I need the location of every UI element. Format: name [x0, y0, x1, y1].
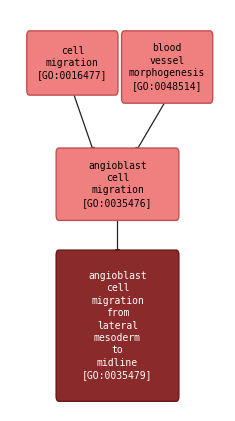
FancyBboxPatch shape — [56, 250, 179, 401]
FancyBboxPatch shape — [27, 31, 118, 95]
FancyBboxPatch shape — [56, 148, 179, 221]
Text: angioblast
cell
migration
from
lateral
mesoderm
to
midline
[GO:0035479]: angioblast cell migration from lateral m… — [82, 271, 153, 380]
Text: blood
vessel
morphogenesis
[GO:0048514]: blood vessel morphogenesis [GO:0048514] — [129, 43, 205, 91]
Text: angioblast
cell
migration
[GO:0035476]: angioblast cell migration [GO:0035476] — [82, 161, 153, 208]
FancyBboxPatch shape — [121, 31, 213, 103]
Text: cell
migration
[GO:0016477]: cell migration [GO:0016477] — [37, 45, 108, 80]
